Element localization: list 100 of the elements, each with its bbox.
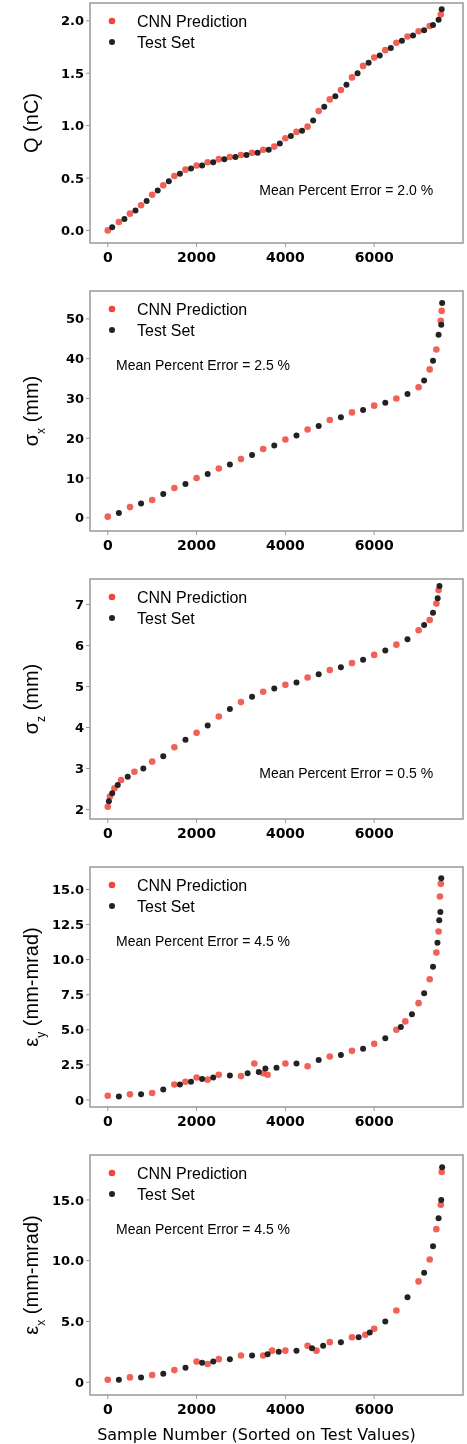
point [182,1364,189,1371]
point [397,1024,404,1030]
point [382,647,389,654]
point [310,117,317,124]
point [293,1060,300,1067]
point [188,165,195,172]
x-tick-label: 4000 [265,825,306,841]
point [304,123,311,130]
point [365,59,372,66]
point [271,442,278,449]
x-tick-label: 4000 [265,249,306,265]
legend-label: Test Set [137,321,196,339]
x-tick-label: 6000 [354,537,394,553]
point [348,1047,356,1055]
point [320,1342,327,1349]
point [115,510,122,517]
point [337,86,345,94]
x-tick-label: 6000 [354,825,394,841]
point [315,671,322,678]
point [433,1225,440,1233]
point [332,93,339,100]
point [430,22,437,28]
point [430,963,437,970]
point [408,1011,415,1018]
point [404,391,411,398]
point [182,166,189,173]
point [304,426,311,433]
point [382,1035,389,1042]
point [293,679,300,686]
point [304,1342,311,1350]
y-tick-label: 50 [65,311,84,327]
point [249,1352,256,1359]
point [415,28,422,35]
y-tick-label: 0 [74,510,84,526]
point [337,664,344,671]
point [244,1070,251,1077]
point [439,1164,446,1171]
point [237,1352,245,1359]
point [438,1196,445,1203]
point [370,54,378,61]
x-tick-label: 4000 [265,1401,306,1417]
point [348,1333,356,1341]
point [326,416,334,424]
point [326,96,334,103]
point [193,162,200,169]
point [204,722,211,729]
y-tick-label: 6 [74,638,84,654]
point [404,1294,411,1301]
point [259,688,267,696]
point [104,1376,112,1384]
point [176,1081,183,1088]
point [387,45,394,52]
x-tick-label: 0 [102,249,113,265]
point [193,474,200,482]
y-tick-label: 12.5 [51,917,84,933]
y-tick-label: 15.0 [51,1192,84,1208]
point [370,1040,378,1048]
annotation: Mean Percent Error = 2.0 % [259,182,434,198]
point [348,659,356,667]
point [115,1093,122,1100]
point [421,1269,428,1276]
y-tick-label: 1.5 [60,65,84,81]
point [430,609,437,616]
point [182,481,189,488]
point [343,81,350,88]
point [360,407,367,413]
point [348,409,356,416]
point [193,729,200,737]
x-tick-label: 2000 [177,249,217,265]
y-tick-label: 40 [65,351,84,367]
point [293,1347,300,1354]
point [165,178,172,185]
y-tick-label: 4 [74,720,84,736]
point [132,207,139,214]
y-tick-label: 10 [65,470,84,486]
point [426,616,433,624]
point [117,776,125,784]
point [114,781,121,788]
point [148,191,156,199]
point [249,451,256,458]
point [426,366,433,373]
point [360,1045,367,1052]
x-tick-label: 2000 [177,1113,217,1129]
point [276,140,283,147]
x-tick-label: 6000 [354,1401,394,1417]
point [237,455,245,463]
point [264,1351,271,1358]
point [193,1358,200,1365]
point [304,1063,311,1070]
point [159,182,167,189]
point [126,210,134,217]
point [354,70,361,77]
point [188,1078,195,1085]
x-tick-label: 2000 [177,825,217,841]
point [104,513,112,520]
point [355,1334,362,1341]
legend-label: CNN Prediction [137,300,248,318]
point [370,402,378,409]
point [415,626,422,634]
point [138,1091,145,1098]
